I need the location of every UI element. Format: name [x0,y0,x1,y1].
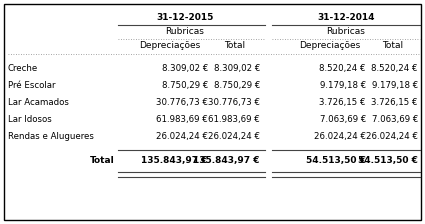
Text: 31-12-2014: 31-12-2014 [317,13,375,22]
Text: 8.750,29 €: 8.750,29 € [162,80,208,90]
Text: 8.309,02 €: 8.309,02 € [214,63,260,73]
Text: Lar Acamados: Lar Acamados [8,97,69,106]
Text: 31-12-2015: 31-12-2015 [156,13,214,22]
Text: 7.063,69 €: 7.063,69 € [320,114,366,123]
Text: 135.843,97 €: 135.843,97 € [142,155,208,164]
Text: Creche: Creche [8,63,38,73]
Text: Depreciações: Depreciações [139,41,201,50]
Text: 54.513,50 €: 54.513,50 € [358,155,418,164]
Text: Rendas e Alugueres: Rendas e Alugueres [8,131,94,140]
Text: 135.843,97 €: 135.843,97 € [193,155,260,164]
Text: Rubricas: Rubricas [326,26,366,35]
Text: 9.179,18 €: 9.179,18 € [320,80,366,90]
Text: 26.024,24 €: 26.024,24 € [366,131,418,140]
Text: Lar Idosos: Lar Idosos [8,114,52,123]
Text: 7.063,69 €: 7.063,69 € [371,114,418,123]
Text: 3.726,15 €: 3.726,15 € [320,97,366,106]
Text: 8.520,24 €: 8.520,24 € [371,63,418,73]
Text: 26.024,24 €: 26.024,24 € [208,131,260,140]
Text: 26.024,24 €: 26.024,24 € [314,131,366,140]
Text: Rubricas: Rubricas [166,26,204,35]
Text: 8.750,29 €: 8.750,29 € [214,80,260,90]
Text: 26.024,24 €: 26.024,24 € [156,131,208,140]
Text: Depreciações: Depreciações [299,41,361,50]
Text: Pré Escolar: Pré Escolar [8,80,56,90]
Text: Total: Total [382,41,404,50]
Text: Total: Total [224,41,246,50]
Text: 54.513,50 €: 54.513,50 € [306,155,366,164]
Text: Total: Total [90,155,115,164]
Text: 8.520,24 €: 8.520,24 € [320,63,366,73]
Text: 61.983,69 €: 61.983,69 € [156,114,208,123]
Text: 8.309,02 €: 8.309,02 € [162,63,208,73]
Text: 3.726,15 €: 3.726,15 € [371,97,418,106]
Text: 9.179,18 €: 9.179,18 € [372,80,418,90]
Text: 30.776,73 €: 30.776,73 € [156,97,208,106]
Text: 30.776,73 €: 30.776,73 € [208,97,260,106]
Text: 61.983,69 €: 61.983,69 € [208,114,260,123]
